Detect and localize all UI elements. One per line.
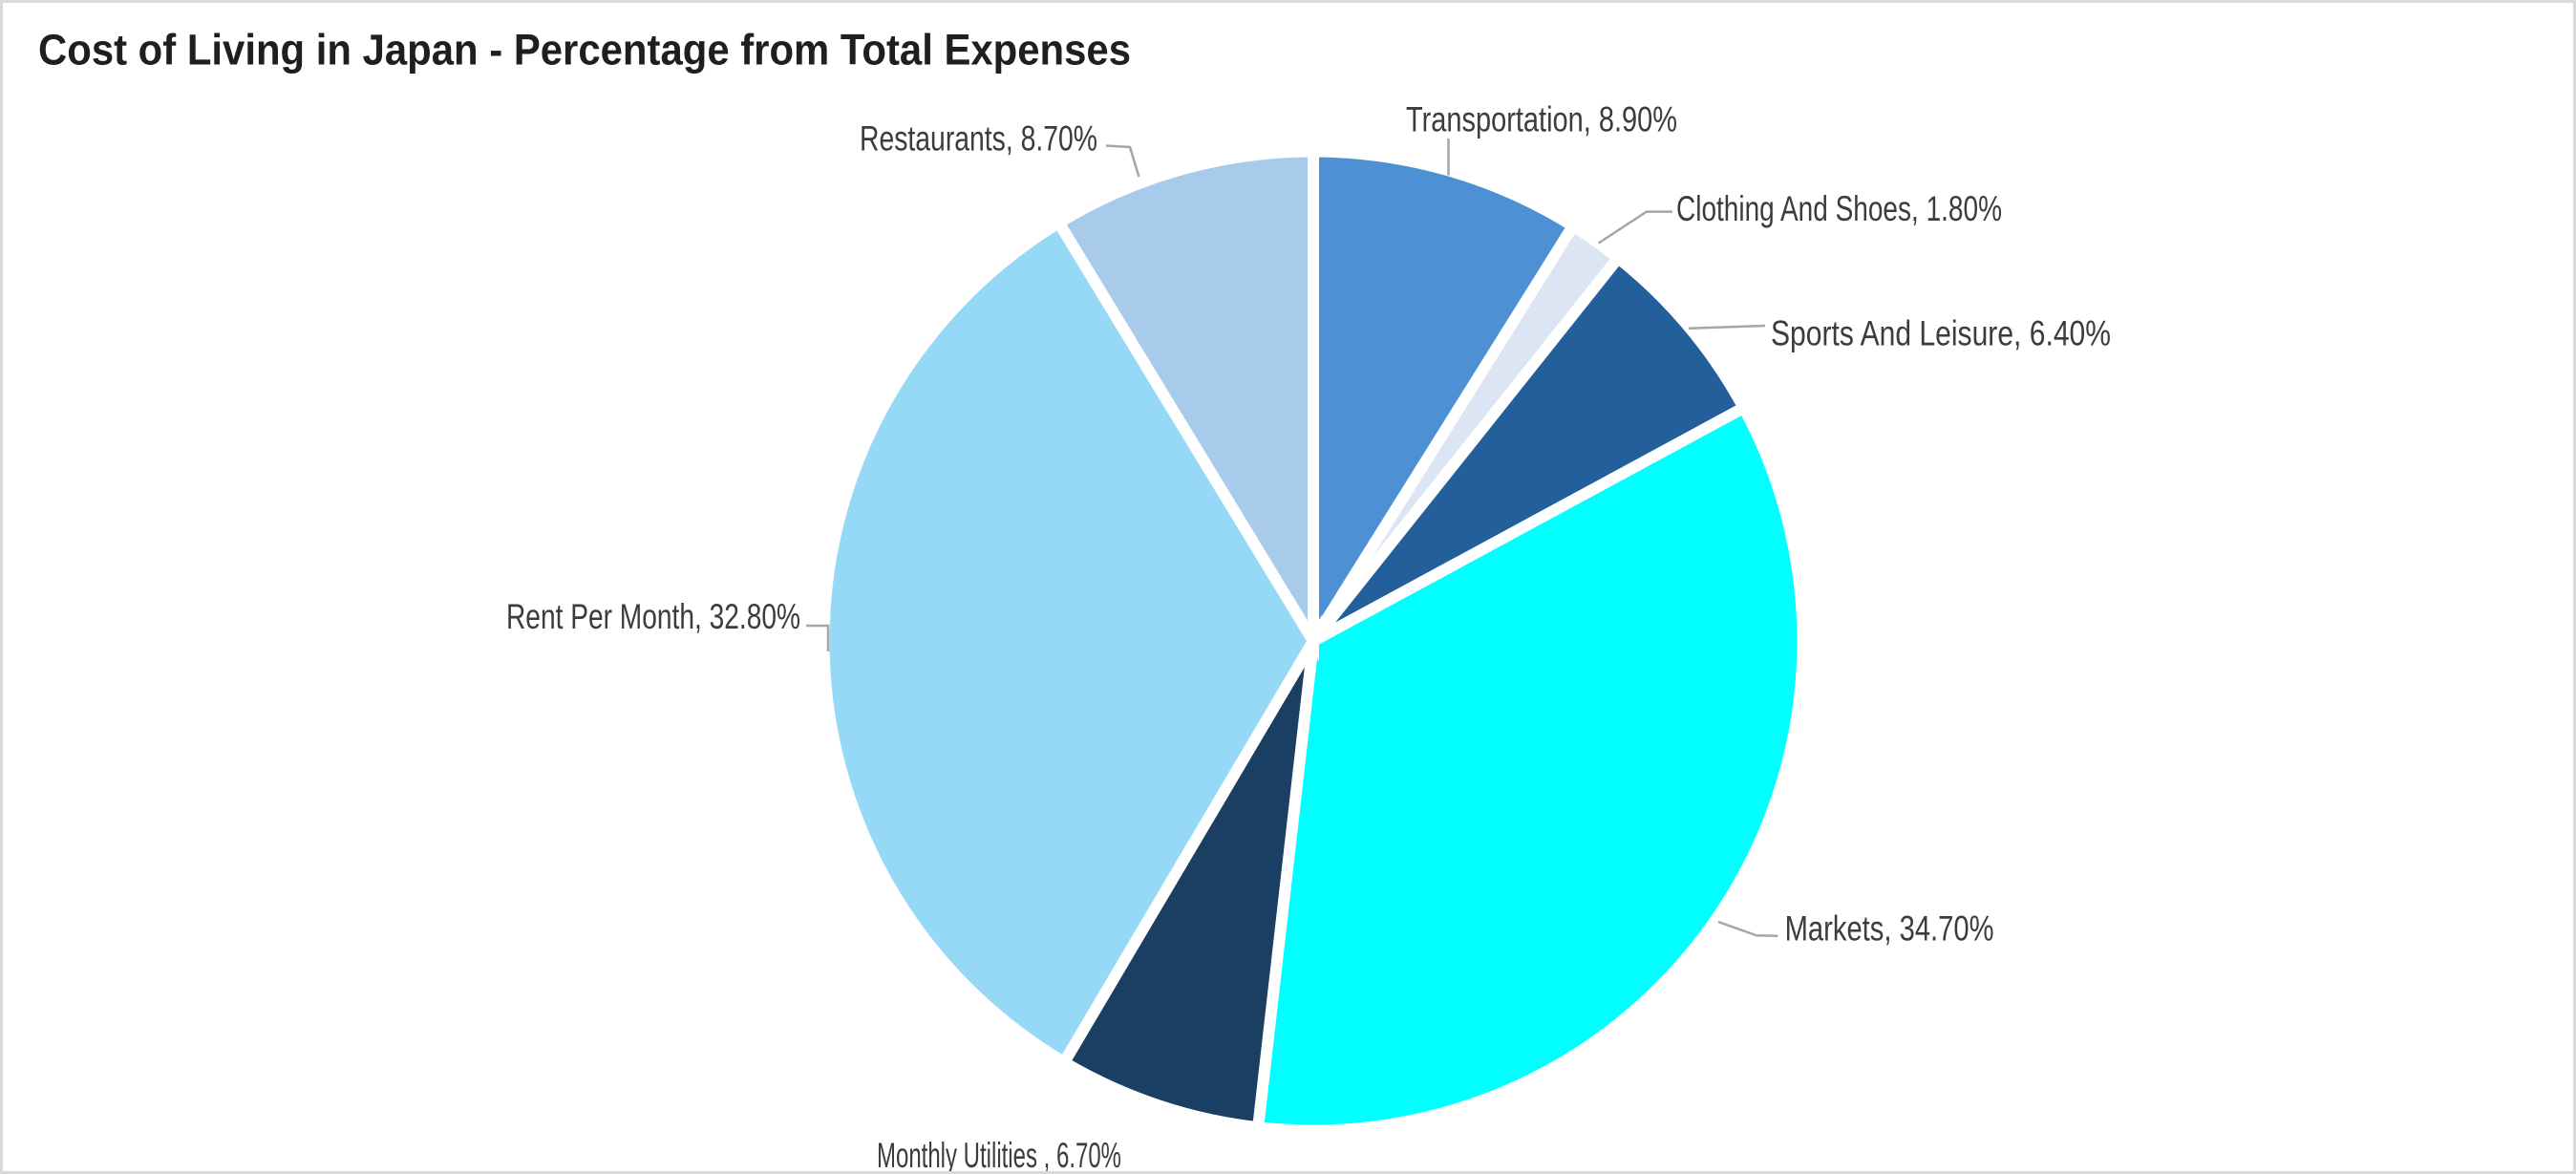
svg-text:Sports And Leisure, 6.40%: Sports And Leisure, 6.40% bbox=[1771, 314, 2111, 353]
svg-text:Restaurants, 8.70%: Restaurants, 8.70% bbox=[860, 119, 1097, 159]
svg-text:Transportation, 8.90%: Transportation, 8.90% bbox=[1406, 100, 1677, 139]
svg-text:Markets, 34.70%: Markets, 34.70% bbox=[1785, 909, 1994, 949]
svg-text:Clothing And Shoes, 1.80%: Clothing And Shoes, 1.80% bbox=[1676, 189, 2002, 228]
svg-text:Monthly Utilities , 6.70%: Monthly Utilities , 6.70% bbox=[877, 1136, 1121, 1174]
svg-text:Cost of Living in Japan - Perc: Cost of Living in Japan - Percentage fro… bbox=[38, 26, 1131, 75]
svg-text:Rent Per Month, 32.80%: Rent Per Month, 32.80% bbox=[506, 597, 800, 636]
